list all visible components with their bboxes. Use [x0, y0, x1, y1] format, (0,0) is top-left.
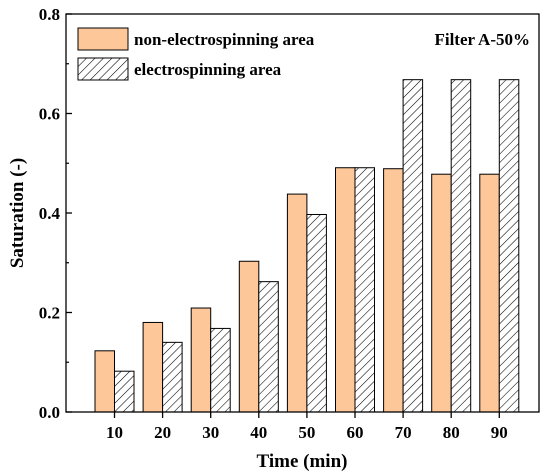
bar-electrospinning-10	[114, 370, 135, 413]
bar-non-electrospinning-50	[286, 193, 308, 413]
bar-electrospinning-70	[402, 79, 424, 413]
bar-non-electrospinning-90	[479, 173, 500, 413]
legend-label-non-electrospinning: non-electrospinning area	[134, 30, 315, 49]
x-tick-label-80: 80	[443, 423, 460, 442]
x-tick-label-10: 10	[106, 423, 123, 442]
bar-electrospinning-20	[162, 341, 183, 413]
x-tick-label-60: 60	[347, 423, 364, 442]
x-tick-label-30: 30	[202, 423, 219, 442]
y-tick-label: 0.2	[39, 304, 60, 323]
x-tick-label-70: 70	[395, 423, 412, 442]
bar-non-electrospinning-10	[94, 350, 115, 413]
x-tick-label-20: 20	[154, 423, 171, 442]
bar-electrospinning-60	[354, 167, 375, 413]
y-tick-label: 0.6	[39, 105, 60, 124]
x-axis: 10 20 30 40 50 60 70 80 90	[106, 412, 508, 442]
y-tick-label: 0.4	[39, 204, 61, 223]
x-axis-title: Time (min)	[257, 451, 348, 472]
bar-non-electrospinning-70	[383, 168, 404, 413]
y-tick-label: 0.8	[39, 5, 60, 24]
bar-non-electrospinning-20	[142, 321, 164, 413]
x-tick-label-50: 50	[298, 423, 315, 442]
legend: non-electrospinning area electrospinning…	[77, 27, 315, 81]
y-tick-label: 0.0	[39, 403, 60, 422]
bar-electrospinning-80	[450, 79, 472, 413]
legend-label-electrospinning: electrospinning area	[134, 60, 282, 79]
legend-swatch-non-electrospinning	[77, 27, 129, 51]
bar-non-electrospinning-40	[238, 260, 260, 413]
bar-electrospinning-40	[258, 281, 279, 413]
bar-electrospinning-90	[498, 79, 520, 413]
bar-non-electrospinning-80	[431, 173, 452, 413]
filter-annotation: Filter A-50%	[434, 30, 530, 49]
bar-electrospinning-50	[306, 213, 327, 413]
y-axis-title: Saturation (-)	[7, 158, 28, 268]
y-axis: 0.0 0.2 0.4 0.6 0.8	[39, 5, 72, 422]
bars-group	[94, 79, 520, 413]
bar-non-electrospinning-30	[190, 307, 212, 413]
bar-non-electrospinning-60	[335, 167, 356, 413]
x-tick-label-90: 90	[491, 423, 508, 442]
x-tick-label-40: 40	[250, 423, 267, 442]
bar-electrospinning-30	[210, 327, 231, 413]
legend-swatch-electrospinning	[77, 57, 129, 81]
